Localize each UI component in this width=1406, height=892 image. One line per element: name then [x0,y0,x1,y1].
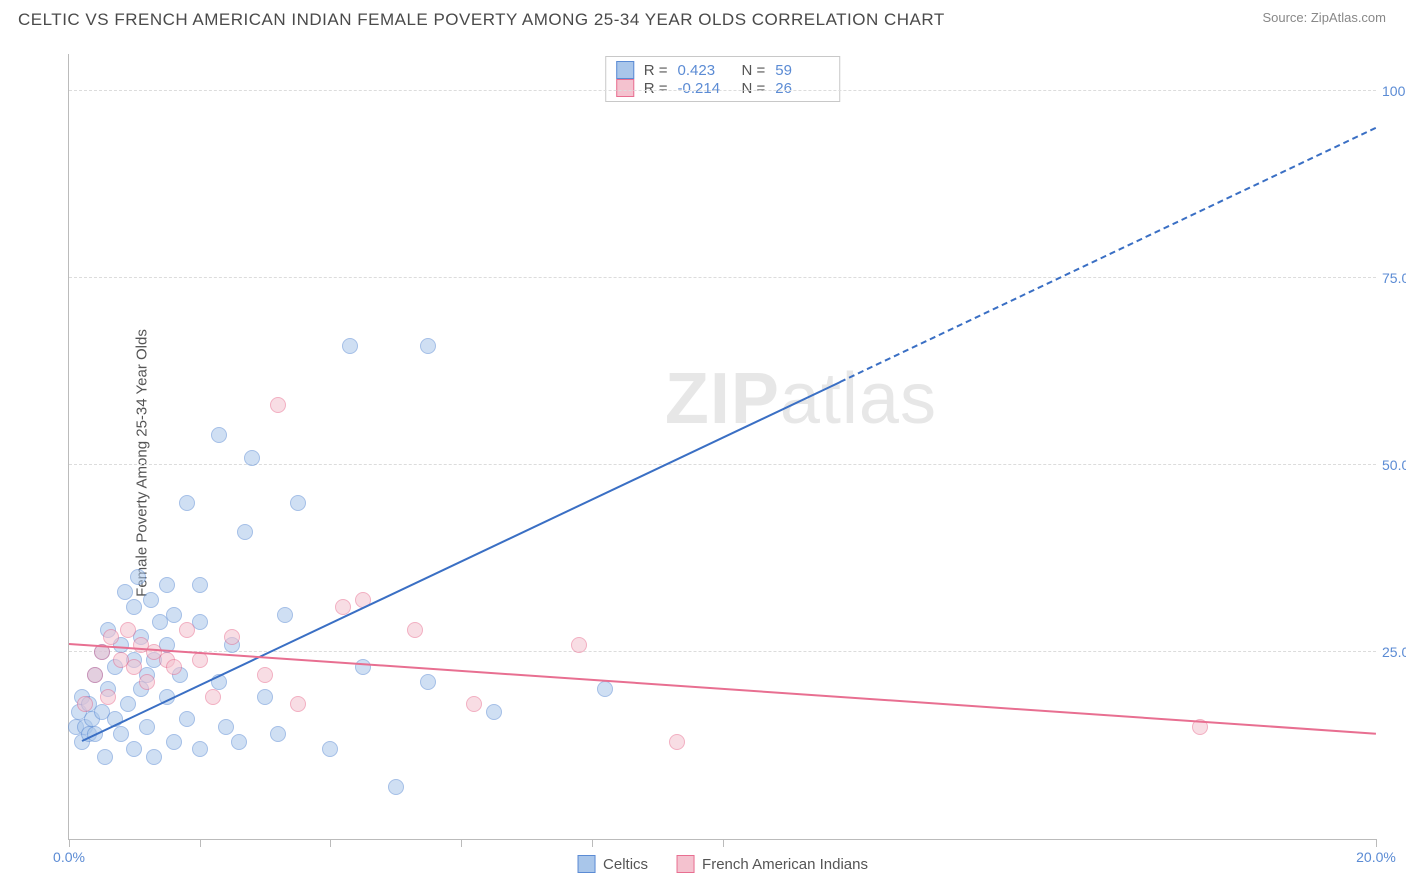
data-point [139,674,155,690]
series-legend: Celtics French American Indians [577,855,868,873]
data-point [100,689,116,705]
data-point [166,659,182,675]
legend-label: French American Indians [702,856,868,873]
chart-title: CELTIC VS FRENCH AMERICAN INDIAN FEMALE … [18,10,945,30]
data-point [113,726,129,742]
data-point [146,749,162,765]
swatch-french-icon [676,855,694,873]
legend-item-french: French American Indians [676,855,868,873]
data-point [486,704,502,720]
swatch-celtics-icon [616,61,634,79]
x-tick-label: 0.0% [53,849,85,865]
y-tick-label: 75.0% [1382,270,1406,286]
data-point [192,741,208,757]
data-point [237,524,253,540]
r-label: R = [644,80,668,97]
gridline [69,277,1376,278]
trend-line [840,127,1377,383]
data-point [126,659,142,675]
data-point [192,577,208,593]
gridline [69,464,1376,465]
data-point [420,338,436,354]
data-point [211,427,227,443]
legend-row-french: R = -0.214 N = 26 [616,79,830,97]
chart-container: Female Poverty Among 25-34 Year Olds ZIP… [18,44,1386,882]
data-point [244,450,260,466]
data-point [126,599,142,615]
y-tick-label: 50.0% [1382,457,1406,473]
data-point [466,696,482,712]
swatch-french-icon [616,79,634,97]
correlation-legend: R = 0.423 N = 59 R = -0.214 N = 26 [605,56,841,102]
legend-item-celtics: Celtics [577,855,648,873]
chart-header: CELTIC VS FRENCH AMERICAN INDIAN FEMALE … [0,0,1406,36]
data-point [126,741,142,757]
x-tick [1376,839,1377,847]
n-label: N = [742,80,766,97]
x-tick [723,839,724,847]
data-point [97,749,113,765]
data-point [139,719,155,735]
data-point [120,696,136,712]
data-point [388,779,404,795]
data-point [669,734,685,750]
data-point [103,629,119,645]
legend-label: Celtics [603,856,648,873]
watermark-bold: ZIP [665,359,780,439]
data-point [179,622,195,638]
data-point [257,667,273,683]
y-tick-label: 100.0% [1382,83,1406,99]
data-point [205,689,221,705]
n-value: 59 [775,62,829,79]
source-attribution: Source: ZipAtlas.com [1262,10,1386,25]
data-point [407,622,423,638]
data-point [218,719,234,735]
data-point [117,584,133,600]
data-point [130,569,146,585]
data-point [159,577,175,593]
r-label: R = [644,62,668,79]
r-value: 0.423 [678,62,732,79]
data-point [224,629,240,645]
data-point [420,674,436,690]
x-tick-label: 20.0% [1356,849,1396,865]
r-value: -0.214 [678,80,732,97]
x-tick [461,839,462,847]
data-point [270,397,286,413]
data-point [355,659,371,675]
x-tick [200,839,201,847]
data-point [179,495,195,511]
y-tick-label: 25.0% [1382,644,1406,660]
data-point [143,592,159,608]
data-point [571,637,587,653]
data-point [270,726,286,742]
data-point [77,696,93,712]
data-point [322,741,338,757]
data-point [166,607,182,623]
data-point [231,734,247,750]
swatch-celtics-icon [577,855,595,873]
data-point [277,607,293,623]
data-point [120,622,136,638]
data-point [87,667,103,683]
source-prefix: Source: [1262,10,1310,25]
gridline [69,90,1376,91]
plot-area: ZIPatlas R = 0.423 N = 59 R = -0.214 N =… [68,54,1376,840]
data-point [257,689,273,705]
n-label: N = [742,62,766,79]
x-tick [69,839,70,847]
n-value: 26 [775,80,829,97]
data-point [342,338,358,354]
data-point [597,681,613,697]
x-tick [330,839,331,847]
legend-row-celtics: R = 0.423 N = 59 [616,61,830,79]
data-point [166,734,182,750]
source-link[interactable]: ZipAtlas.com [1311,10,1386,25]
x-tick [592,839,593,847]
data-point [290,696,306,712]
data-point [290,495,306,511]
data-point [179,711,195,727]
